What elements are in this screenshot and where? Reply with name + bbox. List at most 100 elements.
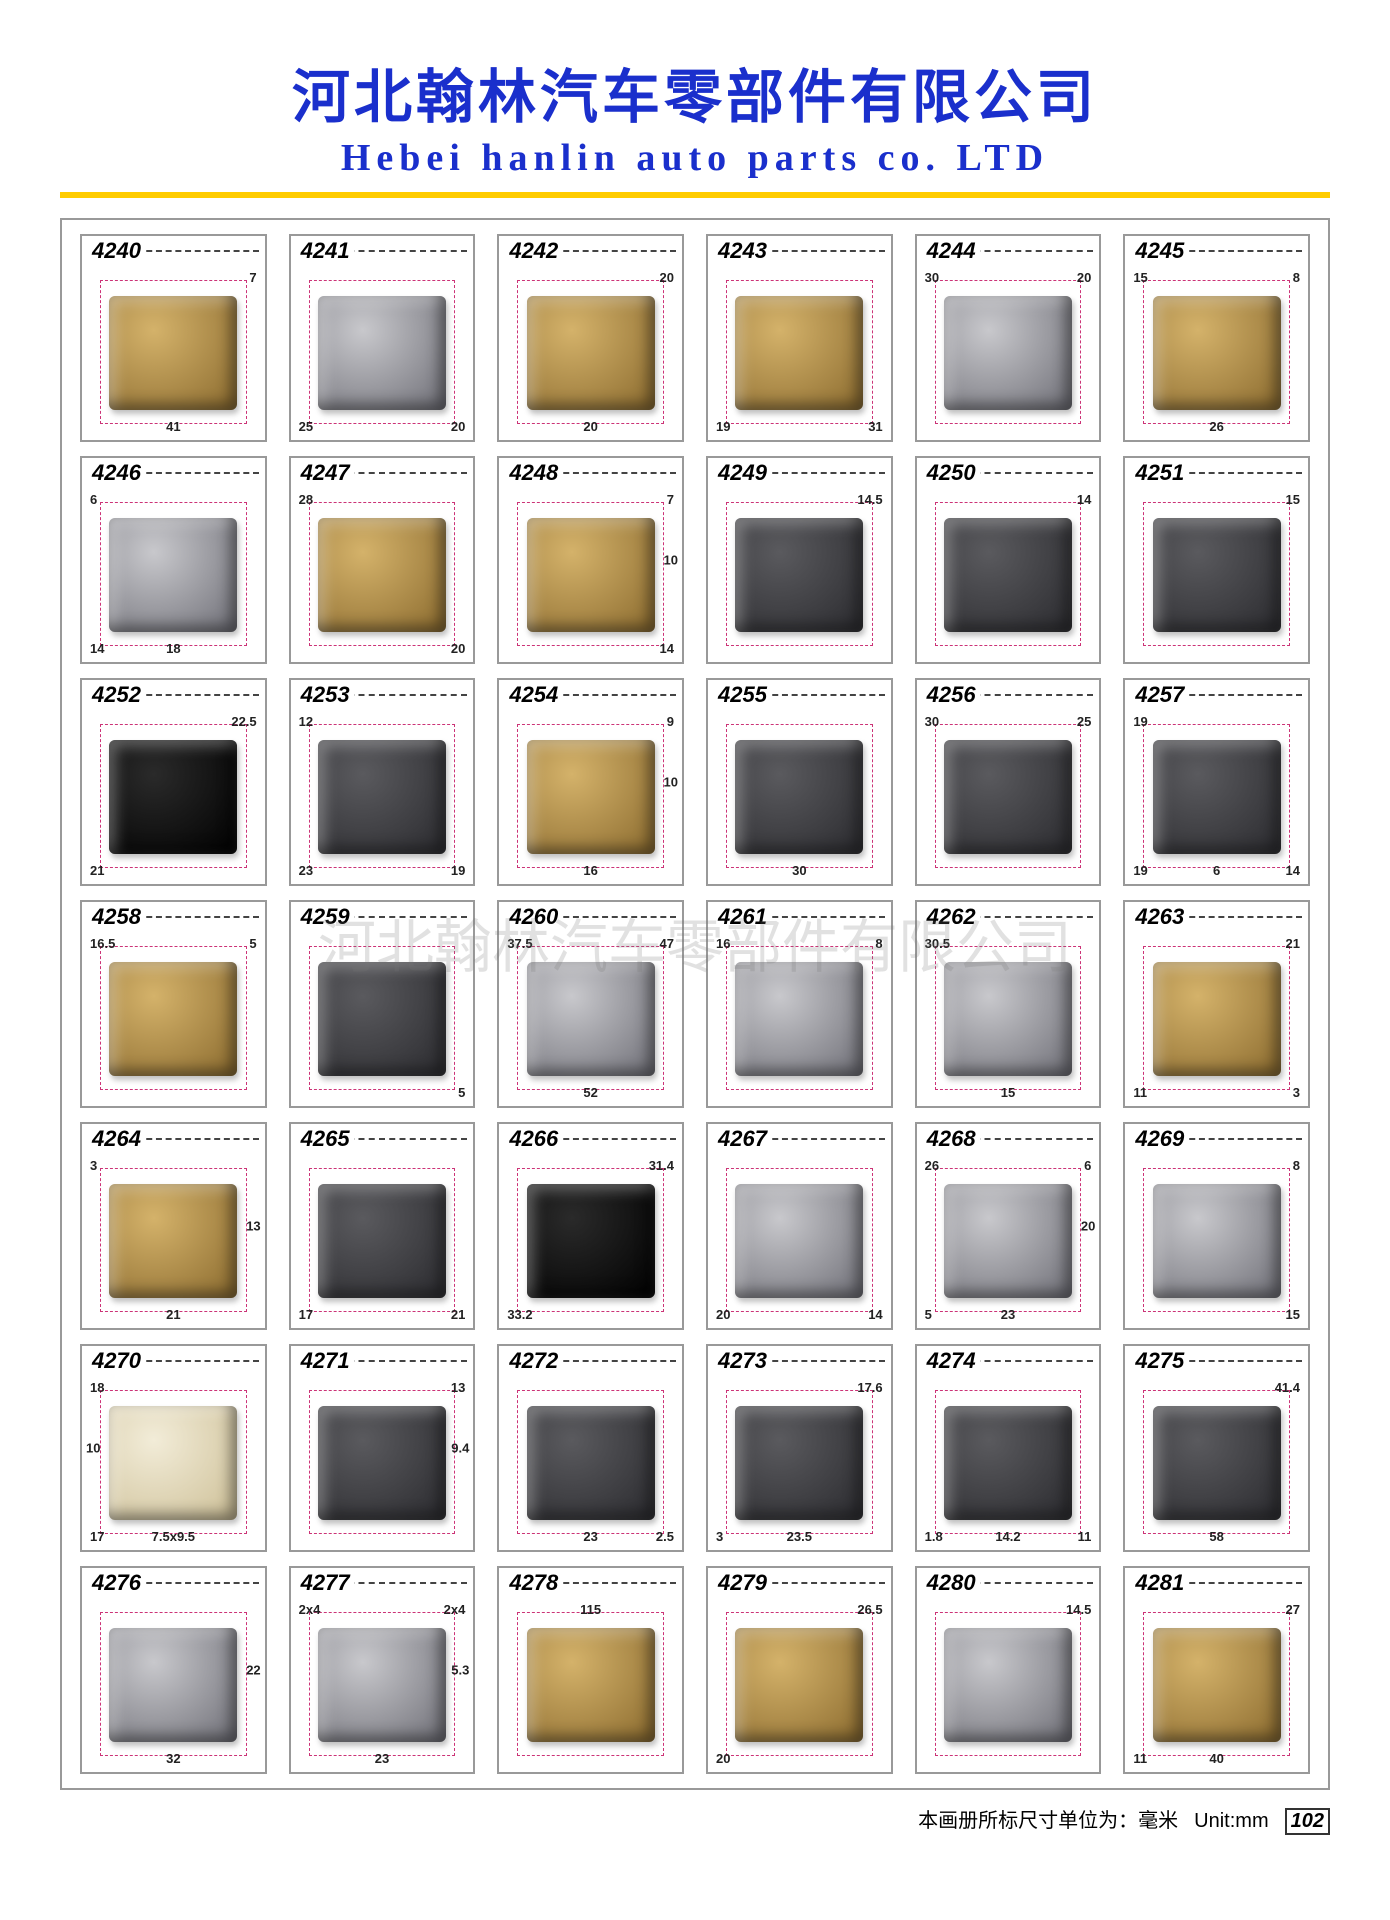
dimension-box	[309, 280, 456, 424]
dimension-label: 18	[166, 641, 180, 656]
dimension-label: 33.2	[507, 1307, 532, 1322]
part-number: 4256	[923, 682, 980, 708]
dimension-label: 7	[249, 270, 256, 285]
dimension-box	[935, 280, 1082, 424]
part-number: 4242	[505, 238, 562, 264]
part-cell: 4263 21 11 3	[1123, 900, 1310, 1108]
dimension-box	[726, 1168, 873, 1312]
dimension-label: 14.2	[995, 1529, 1020, 1544]
part-cell: 427317.6323.5	[706, 1344, 893, 1552]
part-number: 4270	[88, 1348, 145, 1374]
dimension-box	[935, 1612, 1082, 1756]
dimension-label: 17.6	[857, 1380, 882, 1395]
dimension-label: 6	[1084, 1158, 1091, 1173]
dimension-label: 31	[868, 419, 882, 434]
part-cell: 4278115	[497, 1566, 684, 1774]
dimension-box	[726, 280, 873, 424]
dimension-label: 2.5	[656, 1529, 674, 1544]
dimension-box	[1143, 946, 1290, 1090]
part-number: 4267	[714, 1126, 771, 1152]
dimension-label: 23	[375, 1751, 389, 1766]
part-cell: 4253122319	[289, 678, 476, 886]
page-footer: 本画册所标尺寸单位为：毫米 Unit:mm 102	[60, 1804, 1330, 1835]
part-cell: 425530	[706, 678, 893, 886]
dimension-label: 5	[925, 1307, 932, 1322]
dimension-box	[517, 280, 664, 424]
dimension-label: 20	[583, 419, 597, 434]
part-number: 4252	[88, 682, 145, 708]
part-cell: 426631.433.2	[497, 1122, 684, 1330]
dimension-label: 12	[299, 714, 313, 729]
part-cell: 425816.55	[80, 900, 267, 1108]
catalog-page: 河北翰林汽车零部件有限公司 Hebei hanlin auto parts co…	[0, 0, 1390, 1920]
part-cell: 4242 20 20	[497, 234, 684, 442]
dimension-label: 14	[660, 641, 674, 656]
part-number: 4251	[1131, 460, 1188, 486]
part-cell: 428014.5	[915, 1566, 1102, 1774]
part-cell: 427018177.5x9.510	[80, 1344, 267, 1552]
part-number: 4263	[1131, 904, 1188, 930]
part-cell: 4261168	[706, 900, 893, 1108]
part-number: 4253	[297, 682, 354, 708]
dimension-label: 20	[660, 270, 674, 285]
dimension-label: 14	[90, 641, 104, 656]
part-cell: 42651721	[289, 1122, 476, 1330]
dimension-label: 6	[90, 492, 97, 507]
dimension-label: 2x4	[444, 1602, 466, 1617]
dimension-label: 14	[1286, 863, 1300, 878]
dimension-label: 22	[246, 1663, 260, 1678]
dimension-box	[100, 1612, 247, 1756]
part-number: 4247	[297, 460, 354, 486]
part-cell: 427926.520	[706, 1566, 893, 1774]
dimension-label: 20	[716, 1307, 730, 1322]
dimension-box	[1143, 724, 1290, 868]
dimension-label: 16	[716, 936, 730, 951]
dimension-label: 52	[583, 1085, 597, 1100]
part-cell: 424914.5	[706, 456, 893, 664]
part-number: 4265	[297, 1126, 354, 1152]
dimension-label: 58	[1209, 1529, 1223, 1544]
dimension-box	[309, 946, 456, 1090]
dimension-label: 20	[451, 641, 465, 656]
dimension-box	[726, 724, 873, 868]
part-number: 4279	[714, 1570, 771, 1596]
dimension-box	[1143, 502, 1290, 646]
dimension-box	[517, 1612, 664, 1756]
dimension-label: 25	[1077, 714, 1091, 729]
dimension-label: 115	[580, 1602, 601, 1617]
dimension-label: 47	[660, 936, 674, 951]
dimension-label: 9.4	[451, 1441, 469, 1456]
dimension-box	[726, 502, 873, 646]
dimension-label: 25	[299, 419, 313, 434]
dimension-label: 21	[1286, 936, 1300, 951]
dimension-label: 32	[166, 1751, 180, 1766]
part-cell: 425222.521	[80, 678, 267, 886]
dimension-label: 14	[868, 1307, 882, 1322]
dimension-label: 11	[1078, 1529, 1092, 1544]
dimension-label: 15	[1133, 270, 1147, 285]
dimension-label: 17	[90, 1529, 104, 1544]
dimension-label: 3	[1293, 1085, 1300, 1100]
part-number: 4261	[714, 904, 771, 930]
part-number: 4258	[88, 904, 145, 930]
dimension-label: 8	[1293, 1158, 1300, 1173]
dimension-label: 30	[792, 863, 806, 878]
dimension-label: 11	[1133, 1085, 1147, 1100]
dimension-box	[935, 502, 1082, 646]
dimension-box	[517, 502, 664, 646]
dimension-label: 5.3	[451, 1663, 469, 1678]
part-cell: 426826620523	[915, 1122, 1102, 1330]
dimension-label: 19	[1133, 714, 1147, 729]
dimension-label: 18	[90, 1380, 104, 1395]
dimension-box	[935, 946, 1082, 1090]
part-cell: 4271139.4	[289, 1344, 476, 1552]
dimension-box	[100, 1168, 247, 1312]
part-cell: 426431321	[80, 1122, 267, 1330]
dimension-label: 21	[90, 863, 104, 878]
dimension-box	[100, 724, 247, 868]
part-number: 4272	[505, 1348, 562, 1374]
dimension-label: 15	[1001, 1085, 1015, 1100]
dimension-box	[1143, 1390, 1290, 1534]
part-number: 4241	[297, 238, 354, 264]
part-cell: 425014	[915, 456, 1102, 664]
